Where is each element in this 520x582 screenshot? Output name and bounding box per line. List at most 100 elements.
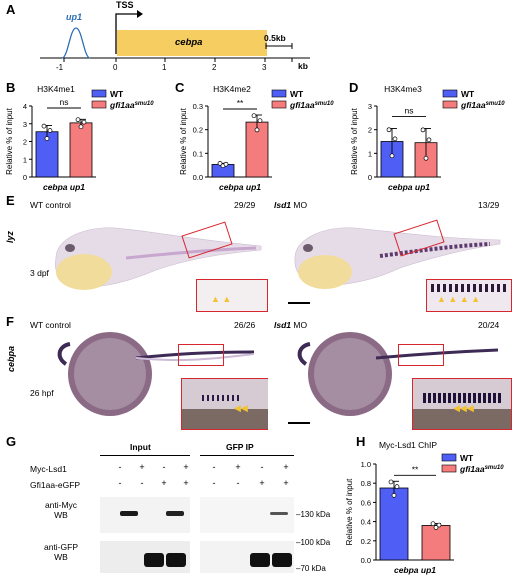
sign-gfp: - <box>236 478 240 488</box>
e-wt-count: 29/29 <box>234 200 256 210</box>
legend-label-mutant: gfi1aasmu10 <box>460 100 505 110</box>
e-mo-inset: ▲ ▲ ▲ ▲ <box>426 279 512 312</box>
sign-myc: - <box>212 462 216 472</box>
embryo-image-e-wt: WT control 29/29 3 dpf ▲ ▲ <box>26 198 268 312</box>
panel-letter-d: D <box>349 80 359 95</box>
band <box>144 553 164 567</box>
tick-label-m1: -1 <box>56 63 64 72</box>
cebpa-gene-box <box>117 30 267 56</box>
sign-gfp: + <box>183 478 189 488</box>
legend-swatch-wt <box>91 89 107 98</box>
legend-swatch-mutant <box>91 100 107 109</box>
e-mo-count: 13/29 <box>478 200 500 210</box>
blot-input-myc <box>100 497 190 533</box>
chart-d: H3K4me3 0 1 2 3 Relative % of input ns cebpa up… <box>347 84 520 194</box>
data-point <box>394 484 400 490</box>
band <box>270 512 288 515</box>
row-label-cebpa: cebpa <box>6 345 17 373</box>
data-point <box>223 161 229 167</box>
marker-100: –100 kDa <box>296 538 331 547</box>
bar-chart-svg: Myc-Lsd1 ChIP 0.0 0.2 0.4 0.6 0.8 1.0 Relative … <box>345 440 504 575</box>
band <box>166 511 184 516</box>
embryo-image-f-wt: WT control 26/26 26 hpf ◀◀ <box>26 318 268 430</box>
sign-gfp: - <box>212 478 216 488</box>
data-point <box>389 153 395 159</box>
f-wt-inset: ◀◀ <box>181 378 268 430</box>
scale-label: 0.5kb <box>264 33 286 43</box>
arrow-icon: ◀◀◀ <box>453 403 474 413</box>
f-wt-title: WT control <box>30 320 71 330</box>
f-wt-stage: 26 hpf <box>30 388 54 398</box>
sign-myc: - <box>162 462 166 472</box>
y-axis-label: Relative % of input <box>179 107 188 174</box>
y-axis-label: Relative % of input <box>350 107 359 174</box>
legend-swatch-mutant <box>271 100 287 109</box>
e-wt-stage: 3 dpf <box>30 268 49 278</box>
x-axis-label: cebpa up1 <box>219 182 261 192</box>
data-point <box>44 136 50 141</box>
legend-swatch-mutant <box>441 464 457 473</box>
up1-peak <box>61 27 91 59</box>
blot-input-gfp <box>100 541 190 573</box>
significance-label: ns <box>405 105 414 115</box>
bar-chart-svg: H3K4me2 0.0 0.1 0.2 0.3 Relative % of input **… <box>179 84 334 192</box>
tick-label-0: 0 <box>113 63 118 72</box>
scale-bar <box>288 422 310 424</box>
data-point <box>251 113 257 119</box>
blot-ip-myc <box>200 497 294 533</box>
legend-swatch-wt <box>271 89 287 98</box>
y-tick-label: 3 <box>368 102 372 111</box>
y-tick-label: 4 <box>23 102 27 111</box>
x-axis-label: cebpa up1 <box>388 182 430 192</box>
sign-myc: - <box>260 462 264 472</box>
y-tick-label: 0.2 <box>193 126 203 135</box>
wb-myc-label: anti-Myc WB <box>44 500 78 520</box>
x-axis-label: cebpa up1 <box>394 565 436 575</box>
y-tick-label: 0.8 <box>361 479 371 488</box>
legend-swatch-wt <box>441 453 457 462</box>
row-label-lyz: lyz <box>5 230 16 244</box>
embryo-image-e-mo: lsd1 MO 13/29 ▲ ▲ ▲ ▲ <box>270 198 512 312</box>
sign-gfp: - <box>140 478 144 488</box>
y-tick-label: 2 <box>368 126 372 135</box>
significance-label: ** <box>237 98 244 108</box>
data-point <box>436 522 442 528</box>
tss-arrow <box>115 13 140 54</box>
panel-letter-h: H <box>356 434 366 449</box>
y-axis-label: Relative % of input <box>345 478 354 545</box>
f-mo-inset: ◀◀◀ <box>412 378 512 430</box>
data-point <box>392 136 398 142</box>
f-wt-count: 26/26 <box>234 320 256 330</box>
up1-label: up1 <box>66 12 83 22</box>
data-point <box>386 127 392 133</box>
legend-label-mutant: gfi1aasmu10 <box>289 100 334 110</box>
y-tick-label: 2 <box>23 138 27 147</box>
y-tick-label: 0.0 <box>193 173 203 182</box>
stained-cells <box>423 393 501 403</box>
panel-letter-e: E <box>6 193 15 208</box>
band <box>120 511 138 516</box>
sign-gfp: - <box>118 478 122 488</box>
legend-label-wt: WT <box>290 89 304 99</box>
arrow-icon: ◀◀ <box>234 403 248 413</box>
panel-letter-a: A <box>6 2 16 17</box>
y-tick-label: 1 <box>368 149 372 158</box>
f-mo-title: lsd1 MO <box>274 320 308 330</box>
data-point <box>423 155 429 161</box>
bar-mutant <box>69 122 93 178</box>
sign-myc: + <box>139 462 145 472</box>
y-tick-label: 0.0 <box>361 556 371 565</box>
gfp-ip-header: GFP IP <box>226 442 254 452</box>
legend-label-mutant: gfi1aasmu10 <box>459 464 504 474</box>
data-point <box>41 123 47 129</box>
y-tick-label: 0.6 <box>361 498 371 507</box>
y-tick-label: 0 <box>368 173 372 182</box>
scale-bar <box>288 302 310 304</box>
bar-chart-svg: H3K4me1 0 1 2 3 4 Relative % of input ns cebpa u… <box>5 84 154 192</box>
gene-map-diagram <box>40 10 310 62</box>
y-tick-label: 0.4 <box>361 518 371 527</box>
bar-chart-svg: H3K4me3 0 1 2 3 Relative % of input ns cebpa up… <box>350 84 505 192</box>
tick-label-1: 1 <box>162 63 167 72</box>
y-tick-label: 0 <box>23 173 27 182</box>
e-mo-title: lsd1 MO <box>274 200 308 210</box>
